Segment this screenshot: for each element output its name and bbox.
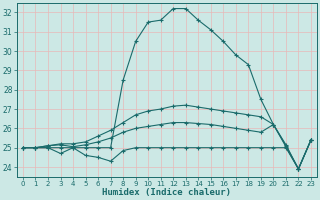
X-axis label: Humidex (Indice chaleur): Humidex (Indice chaleur) xyxy=(102,188,231,197)
